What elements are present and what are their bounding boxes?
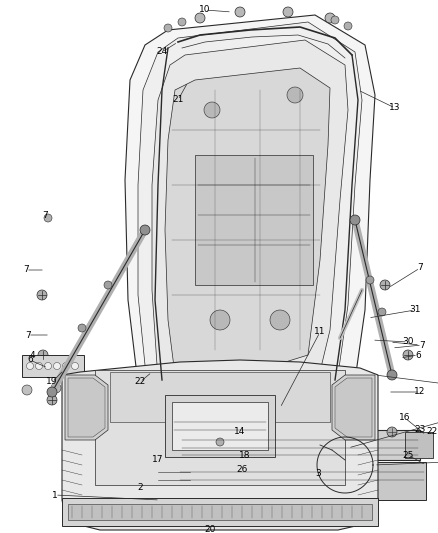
Polygon shape	[68, 378, 105, 437]
Circle shape	[350, 215, 360, 225]
Circle shape	[270, 310, 290, 330]
Text: 4: 4	[29, 351, 35, 359]
Circle shape	[178, 18, 186, 26]
Bar	[156, 460, 192, 494]
Circle shape	[195, 13, 205, 23]
Bar	[165, 395, 275, 457]
Circle shape	[387, 427, 397, 437]
Circle shape	[44, 214, 52, 222]
Bar	[185, 432, 213, 458]
Polygon shape	[335, 378, 372, 437]
Circle shape	[71, 362, 78, 369]
Text: 16: 16	[399, 414, 411, 423]
Text: 3: 3	[315, 469, 321, 478]
Polygon shape	[165, 68, 330, 390]
Text: 19: 19	[46, 377, 58, 386]
Text: 7: 7	[23, 265, 29, 274]
Polygon shape	[62, 360, 378, 530]
Circle shape	[367, 479, 372, 483]
Text: 7: 7	[419, 341, 425, 350]
Bar	[258, 472, 276, 488]
Circle shape	[312, 442, 324, 454]
Circle shape	[140, 225, 150, 235]
Circle shape	[235, 7, 245, 17]
Circle shape	[78, 324, 86, 332]
Circle shape	[35, 362, 42, 369]
Circle shape	[331, 16, 339, 24]
Bar	[95, 370, 345, 485]
Text: 7: 7	[417, 263, 423, 272]
Circle shape	[38, 350, 48, 360]
Circle shape	[366, 276, 374, 284]
Bar	[62, 498, 378, 526]
Bar	[180, 430, 420, 460]
Bar	[172, 402, 268, 450]
Circle shape	[53, 362, 60, 369]
Text: 20: 20	[204, 526, 215, 533]
Text: 10: 10	[199, 5, 211, 14]
Circle shape	[104, 281, 112, 289]
Text: 12: 12	[414, 387, 426, 397]
Text: 22: 22	[426, 427, 438, 437]
Polygon shape	[138, 22, 362, 445]
Circle shape	[378, 308, 386, 316]
Polygon shape	[165, 485, 178, 498]
Text: 6: 6	[415, 351, 421, 359]
Text: 22: 22	[134, 377, 145, 386]
Text: 21: 21	[172, 95, 184, 104]
Circle shape	[210, 310, 230, 330]
Bar	[22, 355, 84, 377]
Bar	[256, 455, 280, 469]
Polygon shape	[152, 40, 348, 430]
Bar	[315, 460, 331, 474]
Circle shape	[63, 362, 70, 369]
Circle shape	[45, 362, 52, 369]
Circle shape	[204, 102, 220, 118]
Circle shape	[27, 362, 33, 369]
Text: 30: 30	[402, 337, 414, 346]
Text: 26: 26	[237, 465, 247, 474]
Circle shape	[51, 383, 61, 393]
Text: 7: 7	[42, 211, 48, 220]
Circle shape	[47, 387, 57, 397]
Circle shape	[297, 479, 303, 483]
Bar	[405, 432, 433, 458]
Text: 18: 18	[239, 450, 251, 459]
Text: 1: 1	[52, 490, 58, 499]
Circle shape	[37, 290, 47, 300]
Text: 2: 2	[137, 483, 143, 492]
Text: 17: 17	[152, 456, 164, 464]
Circle shape	[325, 13, 335, 23]
Circle shape	[47, 395, 57, 405]
Circle shape	[283, 7, 293, 17]
Text: 13: 13	[389, 103, 401, 112]
Text: 11: 11	[314, 327, 326, 336]
Polygon shape	[125, 15, 375, 455]
Circle shape	[227, 479, 233, 483]
Text: 31: 31	[409, 305, 421, 314]
Bar	[148, 495, 176, 521]
Circle shape	[164, 24, 172, 32]
Text: 6: 6	[27, 356, 33, 365]
Circle shape	[22, 385, 32, 395]
Text: 23: 23	[414, 425, 426, 434]
Circle shape	[287, 87, 303, 103]
Bar	[195, 155, 313, 285]
Circle shape	[380, 280, 390, 290]
Text: 14: 14	[234, 427, 246, 437]
Text: 25: 25	[403, 450, 413, 459]
Bar	[178, 462, 426, 500]
Circle shape	[387, 370, 397, 380]
Circle shape	[344, 22, 352, 30]
Bar	[110, 372, 330, 422]
Bar	[68, 504, 372, 520]
Polygon shape	[332, 375, 375, 440]
Circle shape	[403, 350, 413, 360]
Circle shape	[216, 438, 224, 446]
Polygon shape	[65, 375, 108, 440]
Text: 24: 24	[156, 47, 168, 56]
Text: 7: 7	[25, 330, 31, 340]
